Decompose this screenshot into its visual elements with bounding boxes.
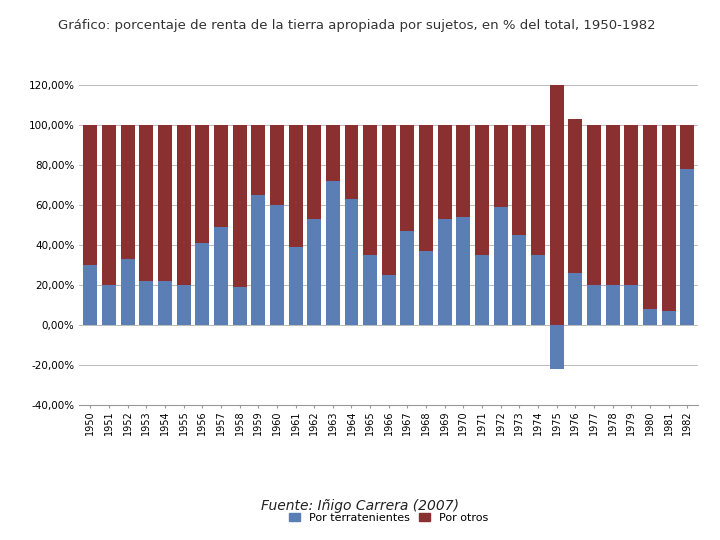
- Bar: [214, 227, 228, 325]
- Bar: [624, 285, 638, 325]
- Bar: [233, 125, 246, 287]
- Bar: [662, 125, 675, 311]
- Bar: [214, 125, 228, 227]
- Bar: [587, 125, 601, 285]
- Bar: [307, 125, 321, 219]
- Bar: [680, 169, 694, 325]
- Bar: [307, 219, 321, 325]
- Bar: [531, 125, 545, 255]
- Bar: [438, 125, 451, 219]
- Bar: [568, 119, 582, 273]
- Bar: [195, 125, 210, 243]
- Bar: [382, 275, 396, 325]
- Bar: [363, 125, 377, 255]
- Bar: [344, 199, 359, 325]
- Bar: [84, 265, 97, 325]
- Bar: [419, 125, 433, 251]
- Bar: [400, 231, 415, 325]
- Bar: [531, 255, 545, 325]
- Bar: [456, 125, 470, 217]
- Bar: [382, 125, 396, 275]
- Bar: [513, 235, 526, 325]
- Bar: [475, 125, 489, 255]
- Bar: [643, 125, 657, 309]
- Bar: [102, 285, 116, 325]
- Bar: [176, 125, 191, 285]
- Bar: [289, 125, 302, 247]
- Bar: [419, 251, 433, 325]
- Bar: [121, 125, 135, 259]
- Bar: [513, 125, 526, 235]
- Bar: [587, 285, 601, 325]
- Bar: [270, 205, 284, 325]
- Bar: [158, 125, 172, 281]
- Bar: [494, 207, 508, 325]
- Bar: [251, 195, 265, 325]
- Bar: [438, 219, 451, 325]
- Bar: [662, 311, 675, 325]
- Bar: [400, 125, 415, 231]
- Bar: [326, 125, 340, 181]
- Bar: [344, 125, 359, 199]
- Bar: [549, 325, 564, 369]
- Bar: [289, 247, 302, 325]
- Bar: [606, 285, 620, 325]
- Bar: [84, 125, 97, 265]
- Bar: [624, 125, 638, 285]
- Bar: [494, 125, 508, 207]
- Bar: [158, 281, 172, 325]
- Bar: [102, 125, 116, 285]
- Legend: Por terratenientes, Por otros: Por terratenientes, Por otros: [289, 512, 488, 523]
- Bar: [233, 287, 246, 325]
- Bar: [326, 181, 340, 325]
- Bar: [606, 125, 620, 285]
- Text: Fuente: Iñigo Carrera (2007): Fuente: Iñigo Carrera (2007): [261, 500, 459, 514]
- Bar: [363, 255, 377, 325]
- Text: Gráfico: porcentaje de renta de la tierra apropiada por sujetos, en % del total,: Gráfico: porcentaje de renta de la tierr…: [58, 19, 655, 32]
- Bar: [121, 259, 135, 325]
- Bar: [140, 125, 153, 281]
- Bar: [643, 309, 657, 325]
- Bar: [475, 255, 489, 325]
- Bar: [456, 217, 470, 325]
- Bar: [680, 125, 694, 169]
- Bar: [195, 243, 210, 325]
- Bar: [568, 273, 582, 325]
- Bar: [549, 85, 564, 325]
- Bar: [270, 125, 284, 205]
- Bar: [176, 285, 191, 325]
- Bar: [140, 281, 153, 325]
- Bar: [251, 125, 265, 195]
